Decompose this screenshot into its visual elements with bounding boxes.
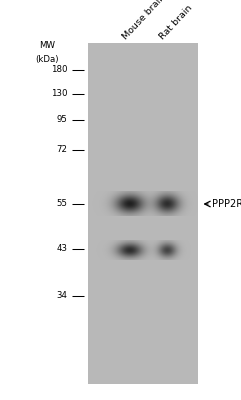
Text: Mouse brain: Mouse brain: [121, 0, 167, 41]
Text: 72: 72: [56, 146, 67, 154]
Text: 180: 180: [51, 66, 67, 74]
Text: MW: MW: [39, 42, 55, 50]
Text: 130: 130: [51, 90, 67, 98]
Text: 95: 95: [57, 116, 67, 124]
Bar: [88, 43, 198, 384]
Text: Rat brain: Rat brain: [158, 3, 194, 41]
Text: 55: 55: [56, 200, 67, 208]
Text: PPP2R2D: PPP2R2D: [212, 199, 241, 209]
Text: (kDa): (kDa): [35, 55, 59, 64]
Text: 43: 43: [56, 244, 67, 253]
Text: 34: 34: [56, 292, 67, 300]
